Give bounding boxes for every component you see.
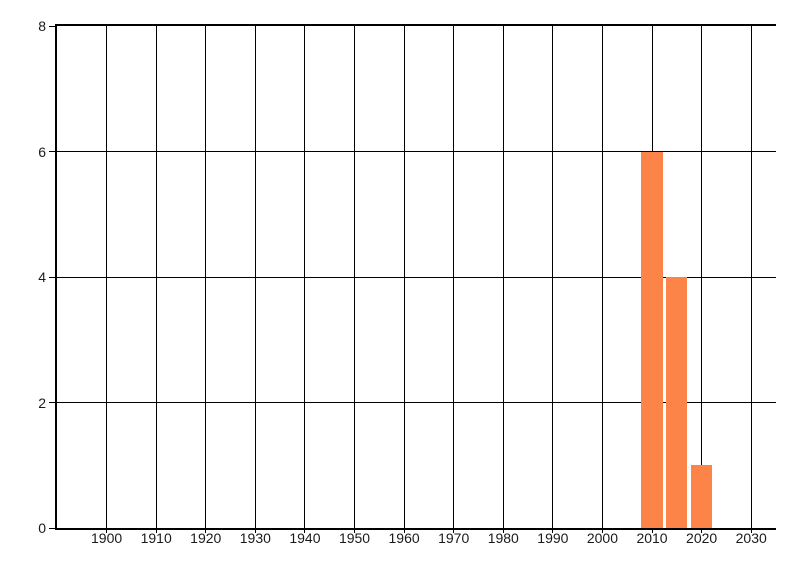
- y-axis-tick: [49, 402, 57, 403]
- x-tick-label: 1950: [338, 530, 371, 546]
- v-gridline: [254, 26, 256, 533]
- bar: [691, 465, 713, 528]
- v-gridline: [552, 26, 554, 533]
- x-tick-label: 2000: [586, 530, 619, 546]
- h-gridline: [57, 276, 776, 278]
- x-tick-label: 1970: [438, 530, 470, 546]
- v-gridline: [601, 26, 603, 533]
- y-tick-label: 2: [38, 394, 46, 411]
- v-gridline: [701, 26, 703, 533]
- x-tick-label: 1960: [388, 530, 420, 546]
- x-tick-label: 1900: [91, 530, 123, 546]
- v-gridline: [304, 26, 306, 533]
- y-tick-label: 0: [38, 520, 46, 536]
- y-tick-label: 8: [38, 18, 46, 34]
- y-tick-label: 6: [38, 143, 46, 160]
- v-gridline: [155, 26, 157, 533]
- v-gridline: [750, 26, 752, 533]
- y-axis-tick: [49, 25, 57, 27]
- h-gridline: [57, 151, 776, 152]
- x-tick-label: 1990: [537, 530, 569, 546]
- x-tick-label: 2020: [686, 530, 718, 546]
- v-gridline: [502, 26, 504, 533]
- y-tick-label: 4: [38, 269, 46, 285]
- x-tick-label: 1910: [140, 530, 172, 546]
- x-tick-label: 2030: [735, 530, 767, 546]
- y-axis-tick: [49, 276, 57, 278]
- x-tick-label: 1940: [289, 530, 321, 546]
- v-gridline: [205, 26, 207, 533]
- x-tick-label: 1980: [487, 530, 519, 546]
- v-gridline: [453, 26, 455, 533]
- x-tick-label: 1930: [239, 530, 271, 546]
- y-axis-tick: [49, 151, 57, 152]
- v-gridline: [106, 26, 108, 533]
- y-axis-tick: [49, 527, 57, 529]
- x-tick-label: 2010: [636, 530, 668, 546]
- v-gridline: [403, 26, 405, 533]
- h-gridline: [57, 402, 776, 403]
- bar: [641, 151, 663, 528]
- v-gridline: [354, 26, 356, 533]
- bar: [666, 277, 688, 528]
- x-tick-label: 1920: [190, 530, 222, 546]
